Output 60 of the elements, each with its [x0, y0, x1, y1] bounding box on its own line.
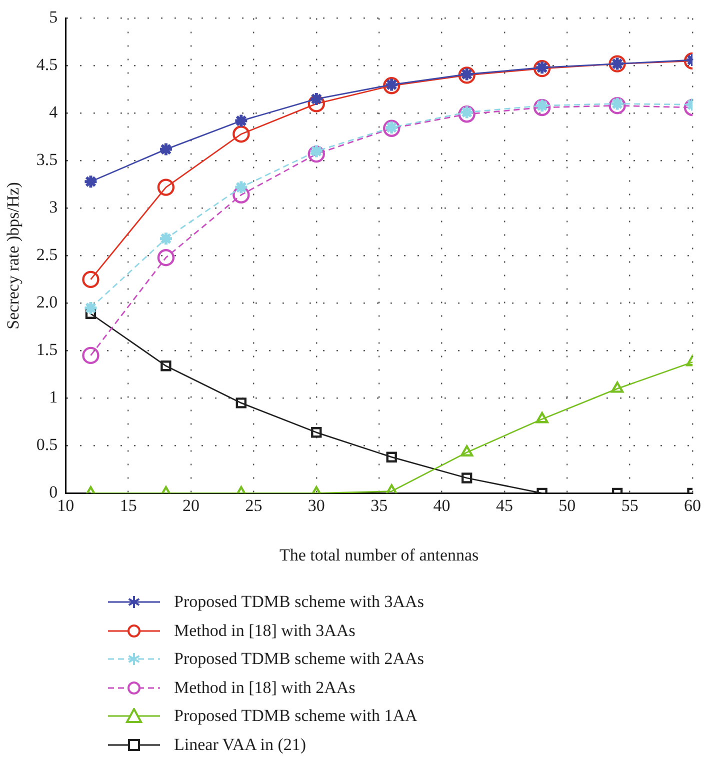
point: [536, 412, 548, 424]
y-tick-label: 4.5: [36, 55, 58, 74]
point: [386, 452, 397, 462]
x-tick-label: 60: [684, 496, 701, 515]
y-tick-label: 1.5: [36, 340, 58, 360]
x-tick-label: 10: [57, 496, 74, 515]
legend-label: Linear VAA in (21): [174, 734, 306, 755]
point: [160, 360, 172, 372]
point: [234, 113, 249, 128]
x-axis-title: The total number of antennas: [279, 545, 479, 564]
y-tick-label: 3: [49, 198, 58, 217]
point: [385, 484, 398, 494]
point: [83, 174, 98, 190]
x-tick-label: 45: [496, 496, 513, 515]
point: [311, 427, 322, 438]
y-tick-label: 3.5: [36, 150, 58, 170]
point: [610, 96, 625, 112]
point: [232, 126, 250, 143]
x-tick-label: 40: [433, 496, 450, 515]
x-tick-label: 50: [558, 496, 576, 515]
point: [83, 300, 98, 316]
legend-label: Method in [18] with 3AAs: [174, 620, 356, 641]
point: [459, 104, 474, 120]
point: [308, 91, 324, 106]
x-tick-label: 15: [120, 496, 137, 515]
y-tick-label: 2.5: [36, 245, 58, 264]
x-tick-label: 25: [245, 496, 262, 515]
point: [82, 346, 100, 364]
point: [534, 98, 550, 114]
x-tick-label: 55: [621, 496, 638, 515]
point: [82, 270, 100, 288]
point: [458, 106, 476, 123]
point: [460, 445, 474, 456]
point: [308, 95, 325, 112]
legend-label: Method in [18] with 2AAs: [174, 678, 356, 698]
point: [158, 142, 174, 157]
y-tick-label: 1: [49, 388, 58, 407]
y-tick-label: 4: [49, 102, 58, 122]
y-axis-title: Secrecy rate )bps/Hz): [4, 182, 23, 330]
point: [308, 144, 324, 159]
point: [158, 231, 174, 246]
x-tick-label: 20: [182, 496, 200, 515]
legend-label: Proposed TDMB scheme with 1AA: [174, 706, 418, 726]
y-tick-label: 5: [49, 8, 58, 27]
x-tick-label: 35: [370, 496, 388, 515]
y-tick-label: 0: [49, 482, 58, 502]
point: [157, 178, 175, 196]
y-tick-label: 0.5: [36, 435, 58, 454]
point: [608, 97, 626, 114]
legend-label: Proposed TDMB scheme with 3AAs: [174, 592, 424, 612]
y-tick-label: 2.0: [36, 292, 58, 312]
point: [234, 180, 249, 195]
point: [610, 382, 624, 393]
point: [308, 145, 325, 163]
point: [533, 98, 551, 116]
point: [157, 249, 175, 266]
point: [461, 472, 472, 484]
legend-label: Proposed TDMB scheme with 2AAs: [174, 649, 424, 670]
point: [236, 398, 247, 408]
x-tick-label: 30: [308, 496, 325, 515]
